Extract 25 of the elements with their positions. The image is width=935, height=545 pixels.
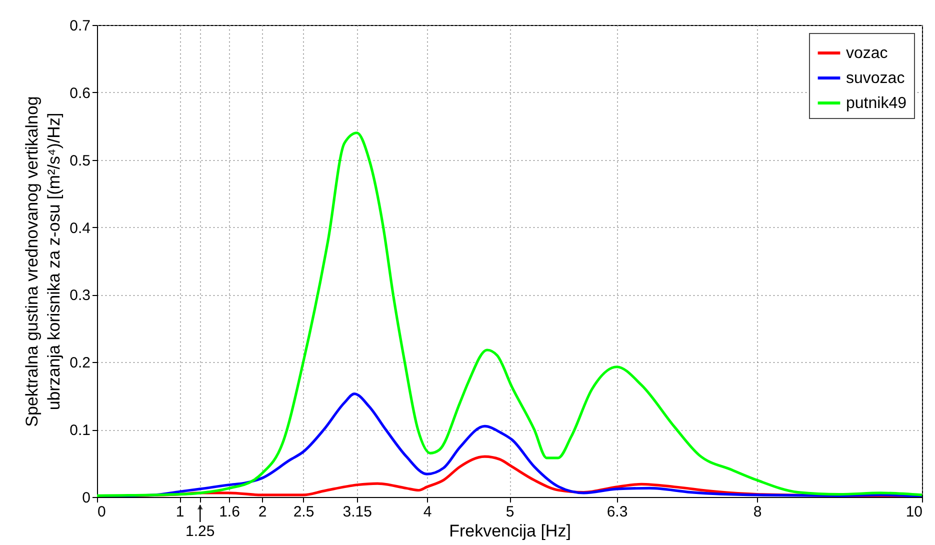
x-tick-label: 1	[176, 504, 184, 520]
x-tick-label: 6.3	[606, 504, 628, 520]
y-axis-title: Spektralna gustina vrednovanog vertikalnog ubrzanja korisnika za z-osu [(m²/s⁴)/Hz]	[22, 96, 64, 427]
y-tick-label: 0.7	[70, 18, 90, 34]
x-tick-label: 4	[423, 504, 432, 520]
x-tick-label: 3.15	[342, 504, 372, 520]
x-tick-label: 0	[98, 504, 106, 520]
x-tick-label: 2	[258, 504, 267, 520]
annotation: 1.25	[186, 523, 215, 540]
y-tick-label: 0.5	[70, 152, 90, 170]
y-tick-label: 0.3	[70, 287, 90, 304]
x-tick-label: 5	[506, 504, 514, 520]
x-tick-label: 8	[753, 504, 762, 520]
y-tick-label: 0.6	[70, 84, 90, 102]
legend-label: putnik49	[846, 95, 907, 112]
legend-label: suvozac	[846, 70, 905, 87]
y-tick-label: 0.2	[70, 354, 90, 372]
legend-label: vozac	[846, 45, 888, 62]
x-tick-label: 2.5	[293, 504, 314, 520]
x-tick-label: 1.6	[219, 504, 240, 520]
y-tick-label: 0	[82, 490, 90, 506]
y-tick-label: 0.4	[70, 220, 90, 237]
x-tick-label: 10	[906, 504, 922, 520]
x-axis-title: Frekvencija [Hz]	[449, 522, 571, 540]
y-tick-label: 0.1	[70, 422, 90, 440]
